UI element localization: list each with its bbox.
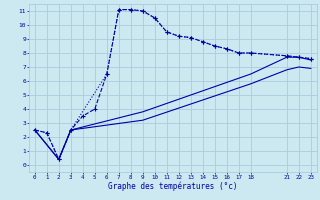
X-axis label: Graphe des températures (°c): Graphe des températures (°c) — [108, 181, 237, 191]
